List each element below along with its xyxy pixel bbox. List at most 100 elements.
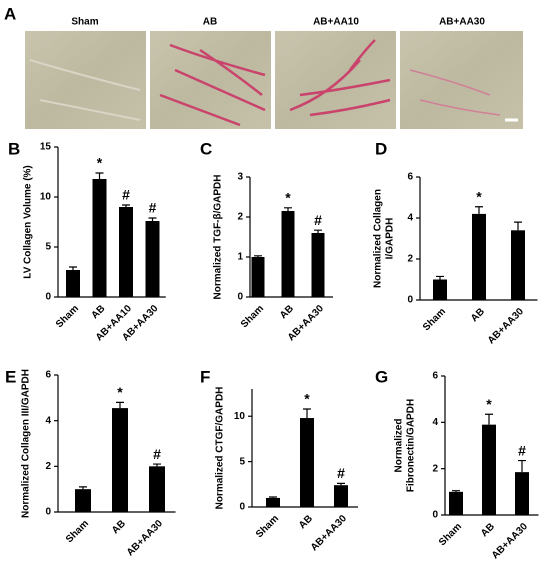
y-tick-label: 6: [45, 370, 51, 381]
bar: [433, 279, 447, 300]
error-bar: [79, 486, 87, 490]
bar: [482, 424, 496, 515]
y-axis-label: LV Collagen Volume (%): [23, 165, 34, 279]
y-tick-label: 0: [407, 295, 413, 306]
significance-marker: *: [476, 188, 482, 204]
bar: [281, 211, 295, 297]
significance-marker: *: [97, 155, 103, 171]
error-bar: [269, 496, 277, 498]
significance-marker: *: [486, 396, 492, 412]
y-tick-label: 2: [237, 212, 243, 223]
y-axis-label: Normalized CTGF/GAPDH: [215, 387, 226, 510]
y-tick-label: 2: [432, 463, 438, 474]
x-tick-label: AB+AA30: [309, 513, 350, 554]
bar: [112, 408, 128, 512]
error-bar: [337, 482, 345, 486]
bar: [251, 257, 265, 297]
error-bar: [254, 255, 262, 257]
bar: [472, 213, 486, 300]
bar: [119, 207, 133, 297]
y-tick-label: 6: [432, 371, 438, 382]
y-tick-label: 0: [239, 502, 245, 513]
x-tick-label: Sham: [437, 521, 464, 548]
y-tick-label: 1: [237, 252, 243, 263]
y-tick-label: 6: [407, 172, 413, 183]
y-axis-label: Normalized TGF-β/GAPDH: [213, 175, 224, 300]
error-bar: [148, 217, 157, 221]
error-bar: [95, 172, 104, 179]
bar: [149, 466, 165, 512]
x-tick-label: AB: [110, 518, 128, 536]
x-tick-label: AB+AA30: [125, 518, 166, 559]
significance-marker: #: [518, 442, 526, 458]
y-tick-label: 10: [234, 411, 246, 422]
bar: [92, 179, 107, 297]
error-bar: [475, 206, 483, 214]
y-tick-label: 5: [45, 242, 51, 253]
error-bar: [284, 207, 292, 211]
x-tick-label: Sham: [254, 513, 281, 540]
image: [25, 31, 146, 129]
y-tick-label: 0: [45, 507, 51, 518]
error-bar: [436, 275, 444, 280]
y-tick-label: 2: [407, 254, 413, 265]
x-tick-label: Sham: [421, 306, 448, 333]
image-caption: AB+AA10: [313, 17, 359, 28]
bar: [145, 221, 160, 297]
y-tick-label: 4: [45, 415, 51, 426]
error-bar: [303, 408, 311, 419]
x-tick-label: Sham: [54, 303, 81, 330]
significance-marker: #: [122, 187, 130, 203]
y-axis-label: I/GAPDH: [385, 218, 396, 260]
significance-marker: *: [304, 391, 310, 407]
significance-marker: #: [149, 200, 157, 216]
image-caption: AB+AA30: [439, 17, 485, 28]
bar: [300, 418, 314, 507]
error-bar: [69, 266, 77, 270]
error-bar: [514, 221, 522, 231]
significance-marker: *: [117, 384, 123, 400]
y-tick-label: 2: [45, 461, 51, 472]
y-axis-label: Normalized Collagen III/GAPDH: [21, 369, 32, 518]
y-tick-label: 4: [432, 417, 438, 428]
x-tick-label: AB: [479, 521, 497, 539]
x-tick-label: AB+AA30: [490, 521, 531, 562]
panel-label: E: [5, 367, 16, 386]
y-axis-label: Fibronectin/GAPDH: [406, 399, 417, 492]
panel-label: A: [4, 4, 16, 23]
y-axis-label: Normalized: [394, 419, 405, 473]
y-tick-label: 15: [40, 142, 52, 153]
y-tick-label: 0: [432, 510, 438, 521]
y-tick-label: 3: [237, 172, 243, 183]
image: [400, 31, 523, 129]
significance-marker: #: [314, 212, 322, 228]
error-bar: [314, 229, 322, 233]
bar: [511, 230, 525, 300]
image: [275, 31, 396, 129]
bar: [515, 472, 529, 515]
error-bar: [153, 463, 161, 467]
significance-marker: #: [337, 465, 345, 481]
y-tick-label: 5: [239, 456, 245, 467]
error-bar: [452, 490, 460, 492]
panel-label: F: [200, 367, 210, 386]
image-caption: AB: [203, 17, 217, 28]
x-tick-label: AB: [469, 306, 487, 324]
bar: [66, 270, 80, 297]
y-tick-label: 4: [407, 213, 413, 224]
bar: [311, 233, 325, 297]
histology-images: [25, 31, 523, 129]
bar: [266, 497, 280, 507]
significance-marker: *: [285, 190, 291, 206]
panel-label: G: [375, 367, 388, 386]
error-bar: [116, 401, 124, 409]
x-tick-label: AB+AA30: [486, 306, 527, 347]
error-bar: [122, 204, 130, 207]
bar: [334, 485, 348, 507]
x-tick-label: AB: [297, 513, 315, 531]
bar: [75, 489, 91, 512]
image-caption: Sham: [71, 17, 98, 28]
panel-label: D: [375, 139, 387, 158]
bar: [449, 491, 463, 515]
